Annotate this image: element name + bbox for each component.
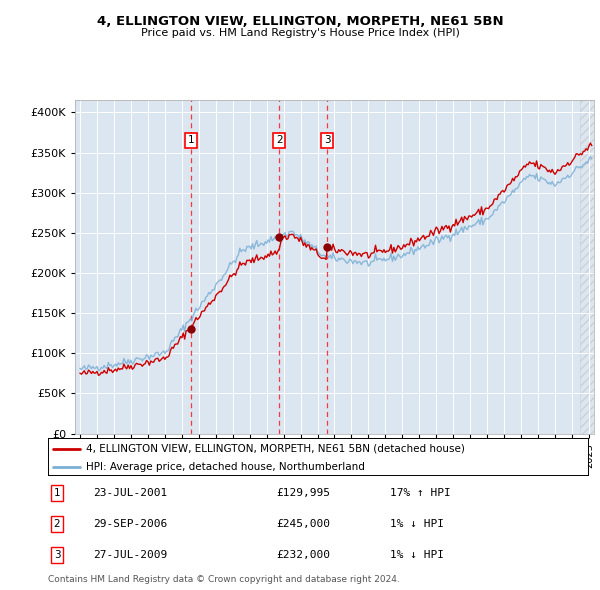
Text: £232,000: £232,000 [276,550,330,559]
Text: Price paid vs. HM Land Registry's House Price Index (HPI): Price paid vs. HM Land Registry's House … [140,28,460,38]
Text: 3: 3 [324,136,331,146]
Text: 2: 2 [53,519,61,529]
Text: 4, ELLINGTON VIEW, ELLINGTON, MORPETH, NE61 5BN (detached house): 4, ELLINGTON VIEW, ELLINGTON, MORPETH, N… [86,444,464,454]
Text: 29-SEP-2006: 29-SEP-2006 [93,519,167,529]
Text: 23-JUL-2001: 23-JUL-2001 [93,489,167,498]
Text: 17% ↑ HPI: 17% ↑ HPI [390,489,451,498]
Text: Contains HM Land Registry data © Crown copyright and database right 2024.: Contains HM Land Registry data © Crown c… [48,575,400,584]
Text: 2: 2 [276,136,283,146]
Text: 3: 3 [53,550,61,559]
Text: £245,000: £245,000 [276,519,330,529]
Text: HPI: Average price, detached house, Northumberland: HPI: Average price, detached house, Nort… [86,462,365,472]
Text: 1: 1 [188,136,194,146]
Text: 4, ELLINGTON VIEW, ELLINGTON, MORPETH, NE61 5BN: 4, ELLINGTON VIEW, ELLINGTON, MORPETH, N… [97,15,503,28]
Text: 1% ↓ HPI: 1% ↓ HPI [390,519,444,529]
Text: 27-JUL-2009: 27-JUL-2009 [93,550,167,559]
Text: 1: 1 [53,489,61,498]
Text: £129,995: £129,995 [276,489,330,498]
Text: 1% ↓ HPI: 1% ↓ HPI [390,550,444,559]
